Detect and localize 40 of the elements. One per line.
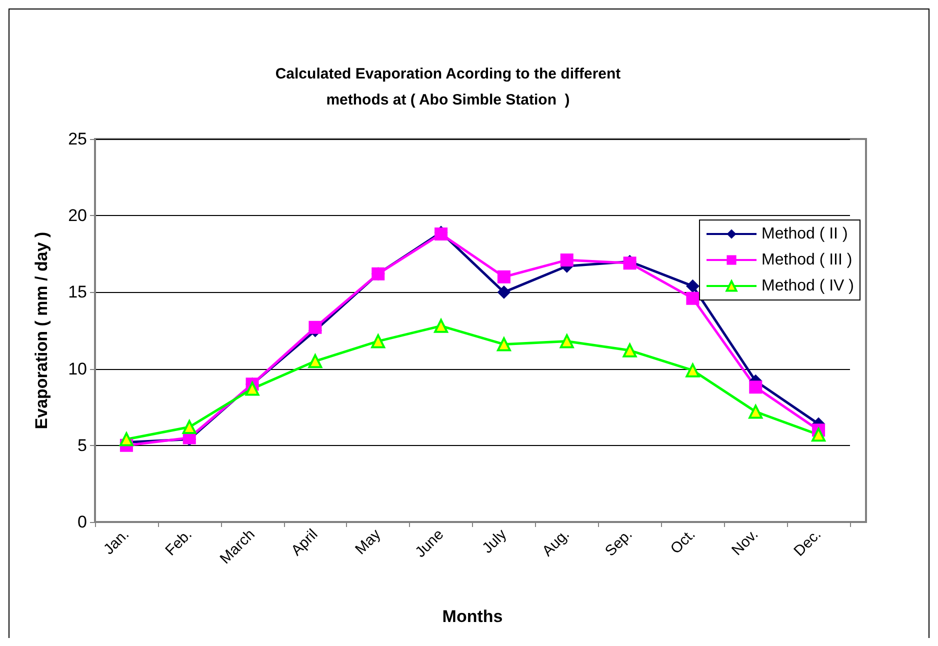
x-axis-title: Months [442, 607, 503, 626]
point [686, 280, 700, 293]
legend-label: Method ( IV ) [762, 278, 854, 294]
point [686, 292, 700, 305]
x-tick-label: Aug. [539, 526, 573, 560]
point [748, 404, 763, 419]
y-axis-title: Evaporation ( mm / day ) [32, 232, 51, 430]
point [497, 270, 510, 284]
x-tick-label: Nov. [728, 526, 762, 560]
y-tick-label: 25 [68, 130, 87, 148]
x-tick-label: Dec. [790, 526, 825, 560]
point [182, 420, 196, 434]
x-tick-label: Sep. [602, 526, 636, 560]
x-tick-label: Feb. [162, 526, 196, 560]
point [434, 318, 448, 333]
y-tick-label: 20 [68, 206, 87, 226]
point [812, 428, 826, 442]
point [496, 337, 511, 352]
point [245, 382, 260, 396]
x-tick-label: Oct. [667, 526, 699, 558]
chart-title: Calculated Evaporation Acording to the different methods at ( Abo Simble Station ) [275, 66, 621, 108]
y-tick-label: 0 [78, 512, 87, 532]
point [560, 254, 574, 267]
point [371, 334, 386, 348]
y-tick-label: 5 [78, 436, 87, 455]
y-tick-label: 15 [68, 282, 87, 302]
point [119, 432, 134, 446]
x-tick-label: May [352, 526, 384, 558]
point [749, 380, 762, 394]
x-tick-label: Jan. [100, 526, 132, 558]
x-tick-label: July [479, 526, 510, 557]
legend-label: Method ( II ) [762, 226, 848, 242]
y-tick-label: 10 [68, 359, 87, 378]
point [497, 286, 510, 299]
point [622, 343, 637, 358]
point [308, 354, 322, 368]
point [308, 320, 322, 334]
point [686, 363, 700, 378]
legend-label: Method ( III ) [762, 252, 852, 268]
point [560, 334, 574, 348]
